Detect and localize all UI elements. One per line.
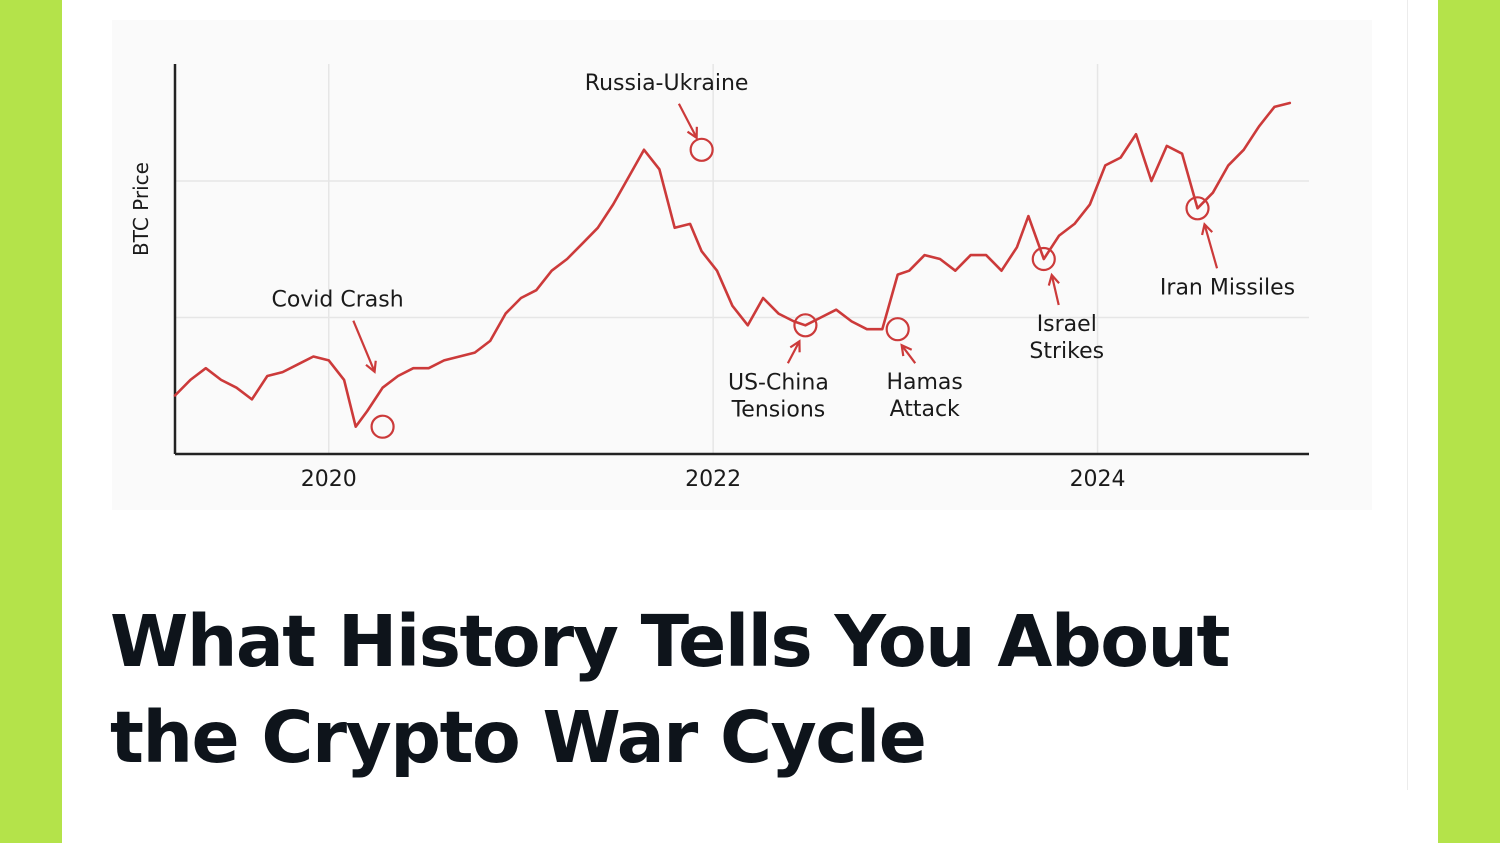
left-accent-bar bbox=[0, 0, 62, 843]
event-arrow bbox=[786, 340, 801, 364]
card-divider bbox=[1407, 0, 1408, 790]
event-arrowhead bbox=[900, 343, 913, 357]
chart-figure: BTC Price 2020 2022 2024 Covid Crash Russia… bbox=[112, 20, 1372, 510]
event-arrow bbox=[1203, 223, 1219, 269]
event-marker-circle bbox=[885, 317, 910, 342]
event-arrow bbox=[677, 103, 698, 139]
event-label: Attack bbox=[890, 397, 960, 422]
x-tick-label: 2020 bbox=[301, 467, 357, 492]
event-arrow bbox=[352, 320, 376, 373]
event-label: Covid Crash bbox=[271, 288, 403, 313]
event-arrowhead bbox=[789, 339, 801, 353]
event-marker-circle bbox=[1185, 196, 1210, 221]
btc-price-chart: BTC Price 2020 2022 2024 Covid Crash Russia… bbox=[129, 64, 1309, 492]
event-arrowhead bbox=[686, 126, 698, 140]
event-arrow bbox=[1050, 274, 1060, 306]
event-arrowhead bbox=[1047, 272, 1060, 286]
event-label: Iran Missiles bbox=[1160, 275, 1295, 300]
event-marker-circle bbox=[1031, 246, 1056, 272]
event-label: Strikes bbox=[1029, 339, 1104, 364]
chart-axes bbox=[173, 64, 1309, 456]
event-label: Tensions bbox=[731, 397, 826, 422]
y-axis-label: BTC Price bbox=[129, 162, 153, 256]
event-label: Israel bbox=[1037, 312, 1097, 337]
event-annotations: Covid Crash Russia-Ukraine US-ChinaTension… bbox=[271, 71, 1295, 439]
event-arrowhead bbox=[1201, 222, 1214, 236]
x-tick-label: 2024 bbox=[1070, 467, 1126, 492]
event-arrow bbox=[900, 344, 917, 364]
event-label: Russia-Ukraine bbox=[585, 71, 749, 96]
chart-grid bbox=[175, 64, 1309, 454]
x-tick-labels: 2020 2022 2024 bbox=[301, 467, 1126, 492]
x-tick-label: 2022 bbox=[685, 467, 741, 492]
event-label: US-China bbox=[728, 370, 829, 395]
event-marker-circle bbox=[793, 313, 818, 338]
article-headline: What History Tells You About the Crypto … bbox=[110, 600, 1230, 779]
event-marker-circle bbox=[370, 414, 395, 439]
price-line bbox=[173, 101, 1292, 428]
event-label: Hamas bbox=[886, 370, 962, 395]
right-accent-bar bbox=[1438, 0, 1500, 843]
event-arrowhead bbox=[365, 360, 377, 374]
article-card: BTC Price 2020 2022 2024 Covid Crash Russia… bbox=[62, 0, 1438, 843]
price-series bbox=[173, 101, 1292, 428]
event-marker-circle bbox=[689, 137, 714, 162]
